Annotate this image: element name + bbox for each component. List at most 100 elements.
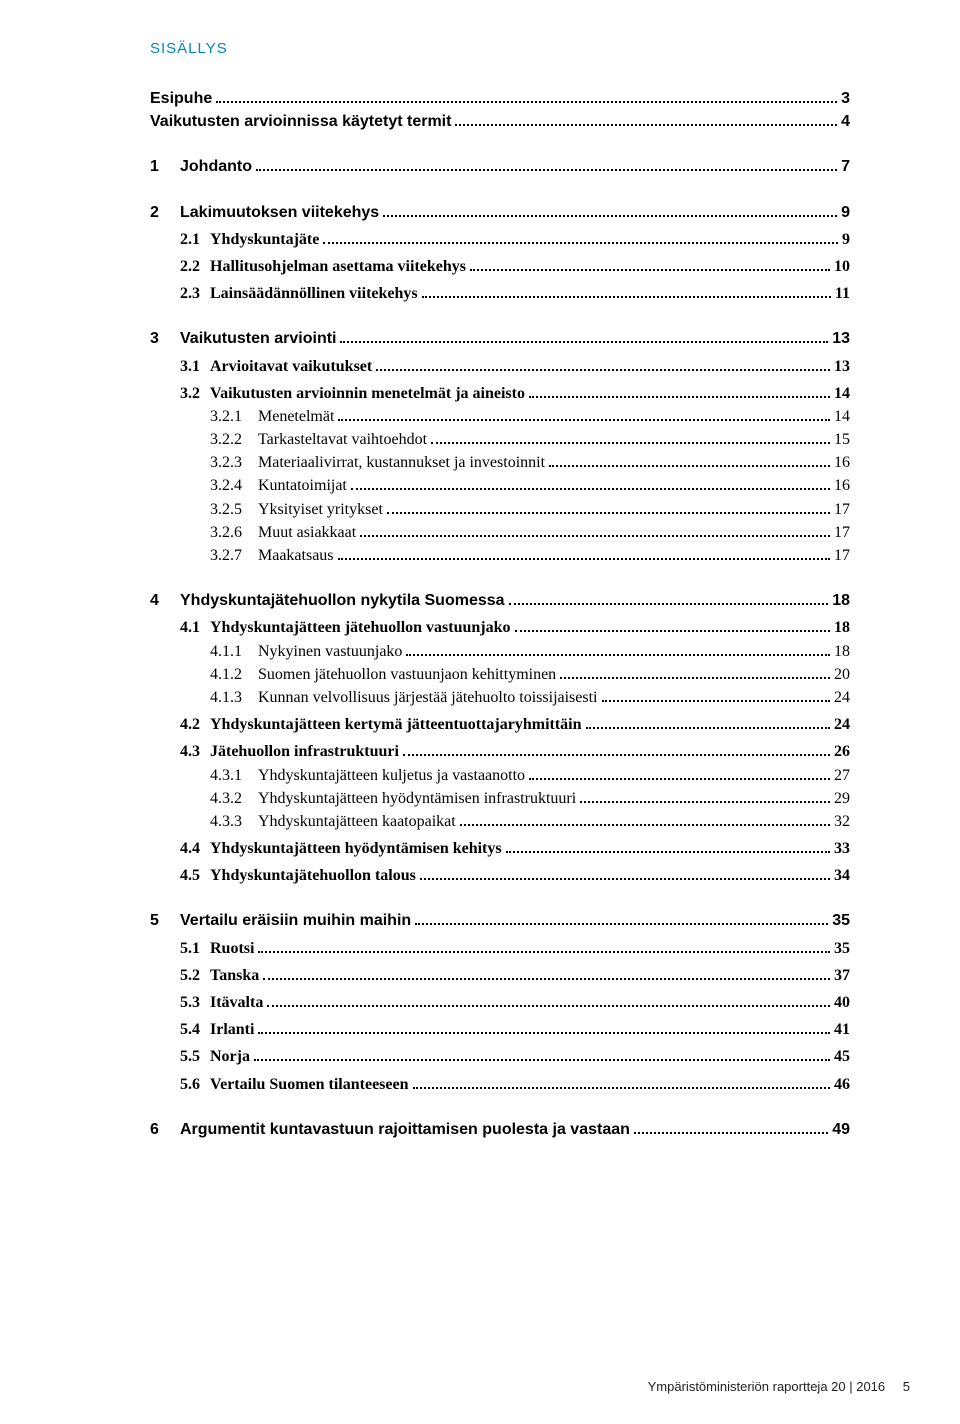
toc-entry-label: Yhdyskuntajätteen hyödyntämisen infrastr…: [258, 787, 576, 810]
toc-entry[interactable]: 1Johdanto7: [150, 155, 850, 178]
toc-leader-dots: [460, 813, 830, 826]
toc-entry[interactable]: 3.2.2Tarkasteltavat vaihtoehdot15: [150, 428, 850, 451]
toc-entry-number: 3.2.6: [150, 521, 258, 544]
toc-entry-page: 20: [834, 663, 850, 686]
toc-entry[interactable]: 3Vaikutusten arviointi13: [150, 327, 850, 350]
toc-entry-label: Vaikutusten arvioinnissa käytetyt termit: [150, 110, 451, 133]
toc-entry-page: 14: [834, 405, 850, 428]
toc-entry[interactable]: 3.2Vaikutusten arvioinnin menetelmät ja …: [150, 382, 850, 405]
toc-leader-dots: [360, 524, 830, 537]
toc-entry-page: 29: [834, 787, 850, 810]
toc-entry-page: 10: [834, 255, 850, 278]
toc-entry-label: Lakimuutoksen viitekehys: [180, 201, 379, 224]
toc-leader-dots: [338, 547, 830, 560]
toc-entry-page: 4: [841, 110, 850, 133]
toc-leader-dots: [376, 357, 830, 370]
toc-entry-page: 15: [834, 428, 850, 451]
toc-entry[interactable]: 5.6Vertailu Suomen tilanteeseen46: [150, 1073, 850, 1096]
toc-entry[interactable]: 4.3.3Yhdyskuntajätteen kaatopaikat32: [150, 810, 850, 833]
toc-entry[interactable]: 3.2.3Materiaalivirrat, kustannukset ja i…: [150, 451, 850, 474]
toc-entry[interactable]: Vaikutusten arvioinnissa käytetyt termit…: [150, 110, 850, 133]
toc-entry[interactable]: 3.2.1Menetelmät14: [150, 405, 850, 428]
toc-entry-number: 4.1.1: [150, 640, 258, 663]
toc-entry-label: Esipuhe: [150, 87, 212, 110]
toc-entry-page: 35: [834, 937, 850, 960]
toc-entry[interactable]: 4Yhdyskuntajätehuollon nykytila Suomessa…: [150, 589, 850, 612]
toc-entry-number: 4.4: [150, 837, 210, 860]
toc-leader-dots: [580, 790, 830, 803]
toc-entry[interactable]: Esipuhe 3: [150, 87, 850, 110]
toc-entry[interactable]: 4.1Yhdyskuntajätteen jätehuollon vastuun…: [150, 616, 850, 639]
toc-entry[interactable]: 4.1.3Kunnan velvollisuus järjestää jäteh…: [150, 686, 850, 709]
toc-leader-dots: [258, 1021, 830, 1034]
toc-entry[interactable]: 3.2.6Muut asiakkaat17: [150, 521, 850, 544]
toc-leader-dots: [263, 967, 830, 980]
toc-entry[interactable]: 5Vertailu eräisiin muihin maihin35: [150, 909, 850, 932]
toc-entry[interactable]: 4.5Yhdyskuntajätehuollon talous34: [150, 864, 850, 887]
toc-entry-page: 49: [832, 1118, 850, 1141]
toc-entry[interactable]: 6Argumentit kuntavastuun rajoittamisen p…: [150, 1118, 850, 1141]
toc-entry[interactable]: 5.4Irlanti41: [150, 1018, 850, 1041]
toc-entry-page: 9: [842, 228, 850, 251]
toc-entry-label: Yhdyskuntajätteen kaatopaikat: [258, 810, 456, 833]
toc-entry-page: 34: [834, 864, 850, 887]
toc-entry-label: Ruotsi: [210, 937, 254, 960]
footer-text: Ympäristöministeriön raportteja 20 | 201…: [648, 1379, 886, 1394]
toc-entry-page: 3: [841, 87, 850, 110]
toc-entry-label: Kuntatoimijat: [258, 474, 347, 497]
toc-entry-number: 4: [150, 589, 180, 612]
toc-entry[interactable]: 2Lakimuutoksen viitekehys9: [150, 201, 850, 224]
page-number: 5: [903, 1379, 910, 1394]
toc-entry-label: Suomen jätehuollon vastuunjaon kehittymi…: [258, 663, 556, 686]
toc-entry-page: 7: [841, 155, 850, 178]
toc-leader-dots: [470, 258, 830, 271]
toc-entry[interactable]: 3.2.4Kuntatoimijat16: [150, 474, 850, 497]
toc-leader-dots: [515, 619, 830, 632]
toc-entry-page: 14: [834, 382, 850, 405]
toc-entry-label: Yhdyskuntajätteen jätehuollon vastuunjak…: [210, 616, 511, 639]
toc-entry-label: Yksityiset yritykset: [258, 498, 383, 521]
toc-entry-page: 24: [834, 686, 850, 709]
toc-entry[interactable]: 4.2Yhdyskuntajätteen kertymä jätteentuot…: [150, 713, 850, 736]
toc-entry-label: Yhdyskuntajätehuollon nykytila Suomessa: [180, 589, 505, 612]
toc-entry[interactable]: 4.1.1Nykyinen vastuunjako18: [150, 640, 850, 663]
toc-entry-page: 40: [834, 991, 850, 1014]
toc-entry[interactable]: 4.3.1Yhdyskuntajätteen kuljetus ja vasta…: [150, 764, 850, 787]
toc-entry[interactable]: 3.2.7Maakatsaus17: [150, 544, 850, 567]
toc-entry[interactable]: 4.4Yhdyskuntajätteen hyödyntämisen kehit…: [150, 837, 850, 860]
toc-leader-dots: [387, 500, 830, 513]
toc-leader-dots: [256, 158, 837, 171]
toc-entry-page: 9: [841, 201, 850, 224]
toc-leader-dots: [338, 408, 830, 421]
toc-leader-dots: [406, 642, 830, 655]
toc-leader-dots: [258, 939, 830, 952]
toc-entry-number: 3: [150, 327, 180, 350]
toc-entry-label: Yhdyskuntajäte: [210, 228, 319, 251]
toc-leader-dots: [216, 90, 837, 103]
toc-entry-page: 32: [834, 810, 850, 833]
toc-entry[interactable]: 5.5Norja45: [150, 1045, 850, 1068]
toc-entry[interactable]: 2.1Yhdyskuntajäte9: [150, 228, 850, 251]
toc-entry[interactable]: 4.3.2Yhdyskuntajätteen hyödyntämisen inf…: [150, 787, 850, 810]
toc-entry[interactable]: 4.1.2Suomen jätehuollon vastuunjaon kehi…: [150, 663, 850, 686]
toc-entry[interactable]: 2.2Hallitusohjelman asettama viitekehys1…: [150, 255, 850, 278]
toc-entry[interactable]: 5.3Itävalta40: [150, 991, 850, 1014]
toc-entry-label: Norja: [210, 1045, 250, 1068]
toc-entry-number: 2.2: [150, 255, 210, 278]
toc-leader-dots: [455, 113, 837, 126]
toc-entry[interactable]: 5.1Ruotsi35: [150, 937, 850, 960]
toc-entry[interactable]: 4.3Jätehuollon infrastruktuuri26: [150, 740, 850, 763]
toc-entry-number: 3.2: [150, 382, 210, 405]
toc-entry-number: 4.2: [150, 713, 210, 736]
toc-entry[interactable]: 3.1Arvioitavat vaikutukset13: [150, 355, 850, 378]
toc-entry-number: 5.2: [150, 964, 210, 987]
toc-entry-label: Nykyinen vastuunjako: [258, 640, 402, 663]
toc-entry[interactable]: 2.3Lainsäädännöllinen viitekehys11: [150, 282, 850, 305]
toc-entry-number: 5.5: [150, 1045, 210, 1068]
toc-entry-number: 3.2.7: [150, 544, 258, 567]
toc-entry-label: Tanska: [210, 964, 259, 987]
toc-leader-dots: [267, 994, 830, 1007]
toc-entry[interactable]: 3.2.5Yksityiset yritykset17: [150, 498, 850, 521]
toc-entry[interactable]: 5.2Tanska37: [150, 964, 850, 987]
toc-entry-label: Yhdyskuntajätteen kuljetus ja vastaanott…: [258, 764, 525, 787]
